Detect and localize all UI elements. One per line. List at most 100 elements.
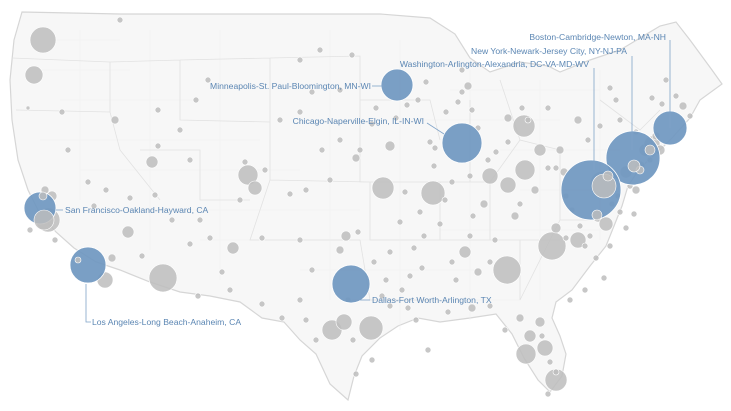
metro-labels: Boston-Cambridge-Newton, MA-NH New York-… [65, 32, 666, 327]
metro-bubble [258, 234, 266, 242]
metro-bubble [336, 136, 344, 144]
metro-bubble [25, 105, 31, 111]
metro-bubble [74, 256, 82, 264]
metro-bubble [247, 180, 263, 196]
metro-bubble [486, 258, 494, 266]
metro-bubble [544, 104, 552, 112]
metro-bubble [630, 210, 638, 218]
metro-bubble [356, 146, 364, 154]
metro-bubble [414, 96, 422, 104]
metro-bubble [499, 176, 517, 194]
metro-bubble [406, 272, 414, 280]
metro-bubble [424, 346, 432, 354]
metro-bubble [672, 92, 680, 100]
metro-bubble [348, 51, 356, 59]
metro-bubble [186, 240, 194, 248]
metro-bubble [138, 252, 146, 260]
metro-bubble [371, 176, 395, 200]
metro-bubble [278, 314, 286, 322]
metro-bubble [466, 232, 474, 240]
metro-bubble [458, 88, 466, 96]
metro-bubble [326, 176, 334, 184]
metro-bubble [194, 292, 202, 300]
label-dallas: Dallas-Fort Worth-Arlington, TX [372, 295, 492, 305]
metro-bubble [412, 316, 420, 324]
metro-bubble [534, 316, 546, 328]
metro-bubble [537, 231, 567, 261]
metro-bubble [372, 104, 380, 112]
metro-bubble [492, 255, 522, 285]
metro-bubble [358, 315, 384, 341]
metro-bubble [442, 108, 450, 116]
metro-bubble [392, 114, 400, 122]
metro-bubble [410, 244, 418, 252]
metro-bubble [524, 116, 532, 124]
metro-bubble [468, 106, 476, 114]
metro-bubble [404, 304, 412, 312]
metro-bubble [401, 188, 409, 196]
metro-bubble [606, 242, 614, 250]
metro-bubble [26, 226, 34, 234]
metro-bubble [218, 268, 226, 276]
metro-bubble [658, 100, 666, 108]
metro-bubble [516, 200, 524, 208]
metro-bubble [396, 218, 404, 226]
metro-bubble [84, 178, 92, 186]
metro-bubble [492, 148, 500, 156]
metro-bubble [562, 234, 570, 242]
metro-bubble [448, 178, 456, 186]
metro-bubble [584, 136, 592, 144]
metro-bubble [538, 332, 546, 340]
metro-bubble [592, 254, 600, 262]
metro-bubble [196, 216, 204, 224]
metro-bubble [33, 209, 55, 231]
metro-bubble [261, 166, 269, 174]
metro-bubble [596, 122, 604, 130]
metro-bubble [533, 143, 547, 157]
metro-bubble-newyork [605, 130, 661, 186]
metro-bubble [576, 222, 584, 230]
metro-bubble [206, 234, 214, 242]
metro-bubble [352, 370, 360, 378]
metro-bubble [308, 88, 316, 96]
metro-bubble [296, 108, 304, 116]
metro-bubble [286, 190, 294, 198]
metro-bubble [536, 339, 554, 357]
metro-bubble [302, 186, 310, 194]
metro-bubble [512, 114, 536, 138]
metro-bubble [351, 153, 361, 163]
metro-bubble [566, 296, 574, 304]
metro-bubble [422, 78, 430, 86]
metro-bubble [237, 164, 259, 186]
metro-bubble [552, 368, 560, 376]
metro-bubble [116, 16, 124, 24]
metro-bubble [176, 126, 184, 134]
metro-bubble [515, 313, 525, 323]
metro-bubble [276, 116, 284, 124]
metro-bubble [148, 263, 178, 293]
metro-bubble [452, 276, 460, 284]
label-leader-lines [56, 40, 671, 323]
label-chicago: Chicago-Naperville-Elgin, IL-IN-WI [293, 116, 424, 126]
metro-bubble [368, 120, 376, 128]
metro-bubble [569, 231, 587, 249]
metro-bubble [403, 101, 411, 109]
metro-bubble [110, 115, 120, 125]
metro-bubble [486, 302, 494, 310]
metro-bubble [631, 185, 641, 195]
metro-bubble [602, 170, 614, 182]
metro-bubble [335, 245, 345, 255]
metro-bubble [444, 308, 452, 316]
metro-bubble [316, 46, 324, 54]
metro-bubble [258, 300, 266, 308]
metro-bubble [600, 274, 608, 282]
metro-bubble [226, 241, 240, 255]
metro-bubble [479, 199, 489, 209]
metro-bubble-losangeles [69, 246, 107, 284]
metro-bubble [622, 224, 630, 232]
metro-bubble [555, 145, 565, 155]
metro-bubble [467, 303, 477, 313]
metro-bubble [90, 202, 98, 210]
metro-bubble [454, 98, 462, 106]
label-washington: Washington-Arlington-Alexandria, DC-VA-M… [400, 59, 589, 69]
